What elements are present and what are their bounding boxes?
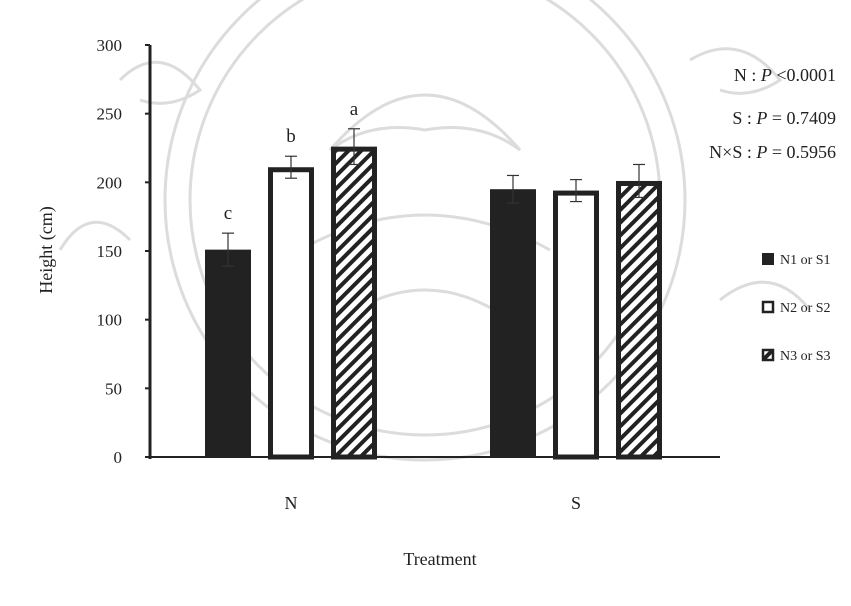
y-tick-label: 300 bbox=[97, 36, 123, 55]
y-tick-label: 200 bbox=[97, 173, 123, 192]
legend-swatch bbox=[761, 348, 775, 362]
legend: N1 or S1 N2 or S2 N3 or S3 bbox=[761, 253, 831, 364]
legend-item: N3 or S3 bbox=[761, 348, 831, 364]
y-tick-label: 250 bbox=[97, 105, 123, 124]
error-bar bbox=[348, 128, 360, 166]
y-tick-label: 50 bbox=[105, 379, 122, 398]
stat-line: S : P = 0.7409 bbox=[732, 108, 836, 128]
bar-n2-or-s2-s bbox=[553, 190, 599, 460]
significance-letters-group: c b a bbox=[224, 99, 359, 224]
x-axis-title: Treatment bbox=[403, 549, 476, 569]
bars-group bbox=[205, 146, 662, 460]
legend-label: N2 or S2 bbox=[780, 301, 831, 316]
y-axis-title: Height (cm) bbox=[36, 206, 57, 293]
error-bar bbox=[285, 155, 297, 179]
bar-n2-or-s2-n bbox=[268, 167, 314, 460]
legend-item: N2 or S2 bbox=[761, 300, 831, 316]
statistics-annotations: N : P <0.0001 S : P = 0.7409 N×S : P = 0.5… bbox=[709, 65, 836, 162]
bar-n1-or-s1-n bbox=[205, 249, 251, 457]
bar-n1-or-s1-s bbox=[490, 189, 536, 457]
error-bar bbox=[570, 178, 582, 203]
significance-letter: c bbox=[224, 203, 232, 224]
significance-letter: a bbox=[350, 99, 359, 120]
error-bar bbox=[222, 232, 234, 267]
error-bars-group bbox=[222, 128, 645, 267]
stat-line: N×S : P = 0.5956 bbox=[709, 142, 836, 162]
bar-n3-or-s3-s bbox=[616, 180, 662, 460]
y-tick-label: 150 bbox=[97, 242, 123, 261]
significance-letter: b bbox=[286, 126, 296, 147]
x-tick-label: N bbox=[285, 493, 298, 513]
y-tick-label: 100 bbox=[97, 311, 123, 330]
error-bar bbox=[507, 174, 519, 204]
bar-n3-or-s3-n bbox=[331, 146, 377, 460]
legend-label: N1 or S1 bbox=[780, 253, 831, 268]
error-bar bbox=[633, 163, 645, 199]
legend-swatch bbox=[762, 253, 774, 265]
y-axis: 0 50 100 150 200 250 300 bbox=[97, 36, 152, 467]
x-tick-label: S bbox=[571, 493, 581, 513]
legend-item: N1 or S1 bbox=[762, 253, 831, 268]
stat-line: N : P <0.0001 bbox=[734, 65, 836, 85]
y-tick-label: 0 bbox=[114, 448, 123, 467]
legend-swatch bbox=[761, 300, 775, 314]
legend-label: N3 or S3 bbox=[780, 349, 831, 364]
